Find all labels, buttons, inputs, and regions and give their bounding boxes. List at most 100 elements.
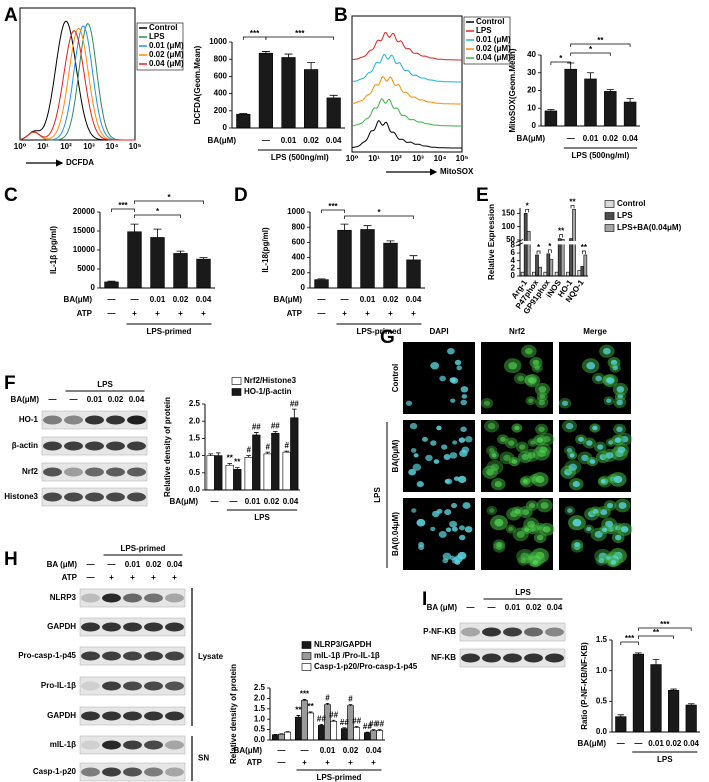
x-tick-label: 0.01 bbox=[150, 295, 166, 304]
bar bbox=[196, 258, 211, 289]
x-tick-label: 10¹ bbox=[368, 154, 380, 163]
significance-label: *** bbox=[300, 690, 310, 699]
cell-cytoplasm bbox=[517, 555, 530, 566]
blot-band bbox=[165, 681, 184, 691]
legend-label: Nrf2/Histone3 bbox=[244, 376, 297, 385]
bar bbox=[632, 653, 644, 733]
bar bbox=[554, 271, 559, 277]
legend-label: Control bbox=[149, 23, 177, 32]
cell-nucleus bbox=[449, 520, 458, 528]
legend-label: Casp-1-p20/Pro-casp-1-p45 bbox=[314, 662, 418, 671]
cell-nucleus bbox=[618, 502, 627, 509]
error-bar bbox=[302, 699, 307, 701]
blot-band bbox=[43, 467, 62, 477]
cell-nucleus bbox=[410, 448, 417, 453]
y-tick-label: 40 bbox=[527, 50, 536, 59]
cell-nucleus bbox=[592, 425, 598, 431]
bar bbox=[383, 242, 398, 289]
x-tick-label: 0.04 bbox=[283, 497, 299, 506]
cell-nucleus bbox=[522, 479, 528, 484]
significance-bracket bbox=[525, 208, 530, 213]
bar bbox=[360, 229, 375, 289]
lane-label: 0.04 bbox=[167, 560, 183, 569]
cell-cytoplasm bbox=[535, 443, 552, 457]
blot-band bbox=[165, 711, 184, 721]
significance-label: # bbox=[348, 695, 353, 704]
y-tick-label: 0 bbox=[223, 123, 228, 132]
cell-nucleus bbox=[581, 454, 589, 462]
y-tick-label: 100 bbox=[502, 222, 516, 231]
y-tick-label: 600 bbox=[214, 72, 228, 81]
significance-bracket bbox=[321, 209, 345, 213]
histogram-curve bbox=[351, 32, 462, 61]
cell-nucleus bbox=[450, 377, 459, 384]
significance-label: ## bbox=[290, 399, 299, 408]
error-bar bbox=[365, 731, 370, 733]
blot-band bbox=[81, 711, 100, 721]
cell-nucleus bbox=[457, 475, 467, 484]
x-tick-label: 0.01 bbox=[360, 295, 376, 304]
error-bar bbox=[319, 724, 324, 726]
bar bbox=[290, 417, 299, 491]
bar bbox=[615, 716, 627, 733]
significance-label: # bbox=[246, 446, 251, 455]
bar bbox=[668, 689, 680, 733]
significance-label: # bbox=[325, 694, 330, 703]
error-bar bbox=[340, 223, 349, 231]
bar bbox=[244, 457, 253, 491]
lane-label: + bbox=[151, 573, 156, 582]
blot-band bbox=[64, 492, 83, 502]
y-tick-label: 0 bbox=[511, 271, 516, 280]
legend-label: LPS bbox=[476, 26, 492, 35]
blot-band bbox=[144, 711, 163, 721]
bar bbox=[549, 259, 554, 277]
x-tick-label: 10³ bbox=[412, 154, 424, 163]
blot-band bbox=[545, 653, 564, 663]
lane-row-label: BA(μM) bbox=[11, 395, 40, 404]
x-row-label: BA(μM) bbox=[517, 134, 546, 143]
y-tick-label: 15000 bbox=[73, 226, 96, 235]
y-tick-label: 2.5 bbox=[254, 683, 266, 692]
cell-nucleus bbox=[452, 440, 458, 445]
cell-cytoplasm bbox=[505, 524, 517, 534]
error-bar bbox=[208, 453, 213, 456]
error-bar bbox=[670, 688, 677, 691]
legend-label: LPS+BA(0.04μM) bbox=[617, 223, 682, 232]
bar bbox=[294, 716, 302, 741]
bar bbox=[604, 91, 617, 127]
cell-nucleus bbox=[600, 479, 606, 484]
x-row-label: BA(μM) bbox=[274, 295, 303, 304]
x-tick-label: + bbox=[365, 309, 370, 318]
blot-band bbox=[482, 627, 501, 637]
cell-nucleus bbox=[538, 386, 547, 393]
legend-label: 0.01 (μM) bbox=[476, 35, 511, 44]
bar bbox=[150, 237, 165, 289]
x-tick-label: — bbox=[211, 497, 219, 506]
histogram-curve bbox=[19, 30, 135, 141]
bar bbox=[271, 432, 280, 491]
blot-band bbox=[123, 681, 142, 691]
x-tick-label: + bbox=[302, 758, 307, 767]
legend-swatch bbox=[604, 212, 615, 220]
bar bbox=[376, 730, 384, 741]
bar bbox=[340, 728, 348, 741]
bar bbox=[326, 97, 341, 129]
cell-cytoplasm bbox=[523, 448, 540, 462]
band-label: NLRP3 bbox=[50, 593, 77, 602]
cell-nucleus bbox=[422, 436, 428, 442]
blot-band bbox=[81, 740, 100, 750]
cell-nucleus bbox=[521, 453, 529, 460]
blot-band bbox=[64, 467, 83, 477]
band-label: mIL-1β bbox=[50, 740, 76, 749]
blot-band bbox=[503, 627, 522, 637]
y-tick-label: 1.5 bbox=[189, 434, 201, 443]
y-axis-label: Ratio (P-NF-KB/NF-KB) bbox=[580, 642, 589, 730]
cell-nucleus bbox=[527, 452, 536, 459]
significance-label: * bbox=[377, 208, 381, 217]
significance-label: * bbox=[537, 243, 541, 252]
bar bbox=[263, 453, 272, 491]
panel-label: I bbox=[422, 589, 427, 610]
y-axis-label: DCFDA(Geom.Mean) bbox=[193, 45, 202, 124]
cell-nucleus bbox=[592, 508, 599, 514]
x-tick-label: — bbox=[318, 309, 326, 318]
